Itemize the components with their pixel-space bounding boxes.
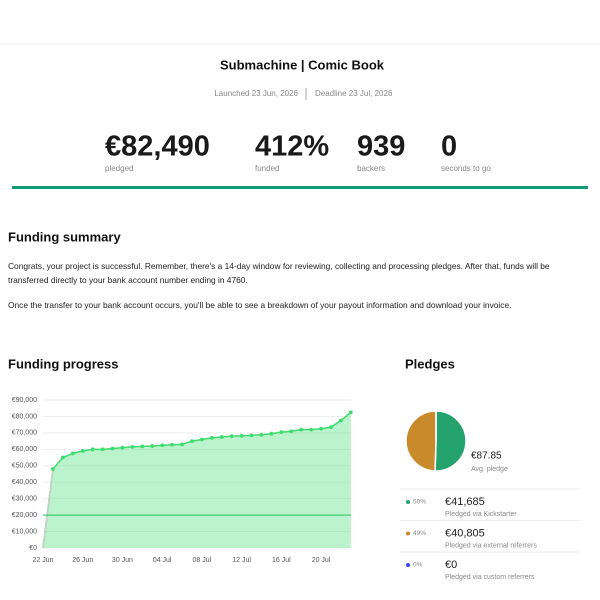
legend-dot (406, 531, 410, 536)
section-title: Funding summary (8, 229, 121, 244)
x-tick-label: 12 Jul (232, 557, 251, 564)
progress-bar (12, 186, 588, 189)
y-tick-label: €10,000 (12, 528, 37, 535)
point (80, 449, 85, 453)
x-tick-label: 30 Jun (112, 557, 133, 564)
stat-label: seconds to go (441, 164, 491, 173)
amount: €41,685 (445, 496, 485, 508)
stat-label: funded (255, 164, 279, 173)
launched: Launched 23 Jun, 2026 (214, 89, 298, 98)
point (289, 429, 294, 434)
point (190, 439, 194, 444)
point (259, 432, 264, 437)
y-tick-label: €0 (29, 545, 37, 552)
pie-slice (434, 410, 467, 472)
stat-label: backers (357, 164, 385, 173)
x-tick-label: 08 Jul (193, 557, 212, 564)
pie-slice (405, 410, 437, 472)
area (43, 412, 351, 548)
amount: €40,805 (445, 527, 485, 539)
source-label: Pledged via Kickstarter (445, 511, 517, 518)
legend-dot (406, 563, 410, 567)
point (309, 427, 314, 432)
x-tick-label: 22 Jun (32, 557, 53, 564)
y-tick-label: €30,000 (12, 496, 37, 503)
point (100, 447, 105, 452)
point (269, 431, 274, 436)
deadline: Deadline 23 Jul, 2026 (315, 89, 393, 98)
point (229, 434, 234, 439)
stat-label: pledged (105, 164, 133, 173)
point (170, 442, 174, 447)
share: 50% (413, 499, 426, 506)
point (160, 443, 165, 448)
point (120, 445, 125, 450)
y-tick-label: €80,000 (12, 413, 37, 420)
point (150, 444, 155, 448)
x-tick-label: 20 Jul (312, 557, 331, 564)
avg-value: €87.85 (471, 451, 502, 462)
y-tick-label: €60,000 (12, 446, 37, 453)
x-tick-label: 26 Jun (72, 557, 93, 564)
stat-value: €82,490 (105, 131, 210, 163)
y-tick-label: €90,000 (12, 397, 37, 404)
paragraph: Congrats, your project is successful. Re… (8, 261, 550, 285)
y-tick-label: €50,000 (12, 463, 37, 470)
point (249, 433, 254, 438)
point (339, 418, 343, 423)
point (140, 444, 145, 449)
point (60, 455, 65, 460)
share: 0% (413, 562, 423, 569)
avg-label: Avg. pledge (471, 466, 508, 473)
point (199, 437, 204, 442)
chart-title: Funding progress (8, 356, 119, 371)
project-title: Submachine | Comic Book (220, 57, 385, 72)
point (90, 447, 95, 452)
point (319, 426, 323, 431)
y-tick-label: €70,000 (12, 430, 37, 437)
stat-value: 412% (255, 131, 329, 163)
x-tick-label: 16 Jul (272, 557, 291, 564)
point (70, 451, 75, 456)
point (299, 427, 304, 432)
paragraph: Once the transfer to your bank account o… (8, 300, 512, 310)
y-tick-label: €20,000 (12, 512, 37, 519)
stat-value: 939 (357, 131, 405, 163)
y-tick-label: €40,000 (12, 479, 37, 486)
x-tick-label: 04 Jul (153, 557, 172, 564)
share: 49% (413, 530, 426, 537)
point (279, 430, 284, 434)
point (239, 433, 244, 438)
legend-dot (406, 500, 410, 504)
point (110, 446, 115, 451)
chart-title: Pledges (405, 356, 455, 371)
point (219, 435, 224, 439)
amount: €0 (445, 559, 457, 571)
point (329, 425, 333, 430)
point (348, 410, 353, 415)
first-segment (42, 468, 54, 549)
stat-value: 0 (441, 131, 457, 163)
point (51, 467, 55, 471)
source-label: Pledged via external referrers (445, 542, 537, 549)
point (130, 444, 135, 449)
point (209, 435, 214, 440)
point (180, 442, 184, 447)
source-label: Pledged via custom referrers (445, 574, 535, 581)
